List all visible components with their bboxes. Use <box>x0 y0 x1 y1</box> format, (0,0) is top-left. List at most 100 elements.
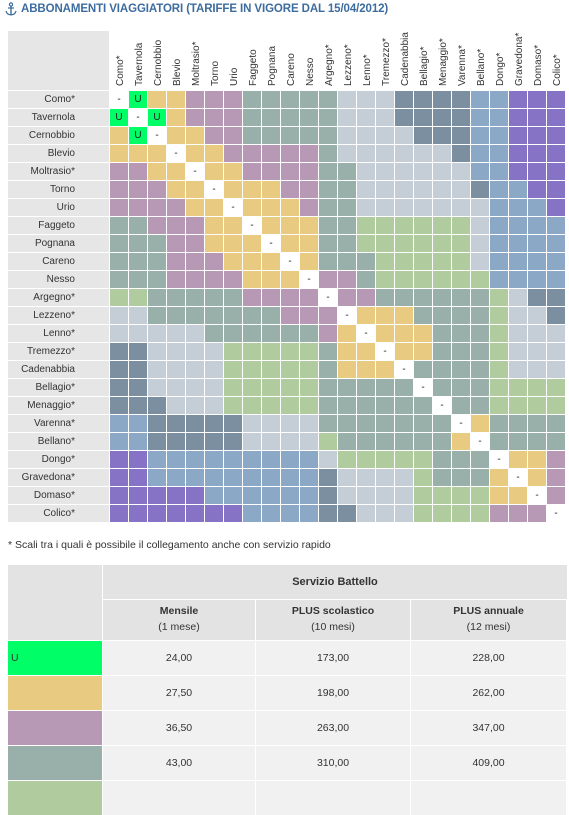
zone-cell <box>509 145 527 162</box>
zone-cell <box>509 235 527 252</box>
zone-cell <box>262 451 280 468</box>
zone-cell <box>547 91 565 108</box>
fare-price-cell <box>103 781 255 815</box>
column-header: Lezzeno* <box>338 31 356 90</box>
zone-cell <box>224 361 242 378</box>
zone-swatch <box>8 676 102 710</box>
zone-cell <box>395 217 413 234</box>
zone-cell <box>433 343 451 360</box>
zone-cell <box>395 163 413 180</box>
zone-cell <box>528 289 546 306</box>
zone-cell <box>319 145 337 162</box>
zone-cell <box>148 505 166 522</box>
zone-cell <box>376 127 394 144</box>
row-header: Tavernola <box>8 109 109 126</box>
zone-cell <box>509 181 527 198</box>
zone-cell <box>509 379 527 396</box>
zone-cell <box>300 433 318 450</box>
zone-cell <box>167 433 185 450</box>
zone-cell <box>205 451 223 468</box>
diagonal-cell: - <box>452 415 470 432</box>
zone-cell <box>357 397 375 414</box>
zone-cell <box>319 379 337 396</box>
zone-cell <box>129 343 147 360</box>
zone-cell <box>433 199 451 216</box>
diagonal-cell: - <box>490 451 508 468</box>
zone-cell <box>338 253 356 270</box>
zone-cell <box>205 235 223 252</box>
zone-cell <box>509 343 527 360</box>
zone-cell <box>528 145 546 162</box>
zone-cell <box>300 289 318 306</box>
zone-cell <box>490 271 508 288</box>
zone-cell <box>471 271 489 288</box>
diagonal-cell: - <box>281 253 299 270</box>
zone-cell <box>186 271 204 288</box>
zone-cell <box>528 307 546 324</box>
zone-cell <box>129 145 147 162</box>
zone-cell <box>224 505 242 522</box>
zone-cell <box>186 487 204 504</box>
zone-cell <box>167 127 185 144</box>
zone-cell <box>338 505 356 522</box>
diagonal-cell: - <box>110 91 128 108</box>
fare-price-cell: 310,00 <box>256 746 410 780</box>
zone-cell <box>262 199 280 216</box>
zone-cell <box>509 487 527 504</box>
zone-cell <box>452 397 470 414</box>
zone-cell <box>129 235 147 252</box>
zone-cell <box>243 433 261 450</box>
zone-cell <box>509 505 527 522</box>
zone-cell <box>547 145 565 162</box>
zone-cell <box>186 343 204 360</box>
zone-cell <box>148 145 166 162</box>
zone-cell <box>129 181 147 198</box>
zone-cell <box>528 505 546 522</box>
zone-cell <box>528 199 546 216</box>
zone-cell <box>395 109 413 126</box>
zone-cell <box>205 271 223 288</box>
zone-cell <box>300 199 318 216</box>
zone-cell <box>319 505 337 522</box>
zone-cell <box>167 163 185 180</box>
zone-cell <box>300 415 318 432</box>
zone-cell <box>243 415 261 432</box>
zone-cell <box>528 415 546 432</box>
fare-column-header: Mensile (1 mese) <box>103 600 255 640</box>
zone-cell <box>186 307 204 324</box>
zone-cell <box>224 415 242 432</box>
zone-cell <box>129 451 147 468</box>
zone-cell <box>490 343 508 360</box>
zone-cell <box>300 469 318 486</box>
zone-cell <box>414 181 432 198</box>
zone-cell <box>224 271 242 288</box>
zone-cell <box>186 199 204 216</box>
zone-cell: U <box>110 109 128 126</box>
column-header-label: Tremezzo* <box>380 38 392 86</box>
zone-cell <box>224 325 242 342</box>
row-header: Varenna* <box>8 415 109 432</box>
zone-cell <box>224 145 242 162</box>
row-header: Bellano* <box>8 433 109 450</box>
zone-cell <box>243 289 261 306</box>
column-header: Blevio <box>167 31 185 90</box>
fare-column-duration: (1 mese) <box>158 621 200 633</box>
zone-cell <box>167 451 185 468</box>
zone-cell <box>338 325 356 342</box>
zone-cell <box>129 505 147 522</box>
zone-cell <box>224 91 242 108</box>
zone-cell <box>547 325 565 342</box>
zone-cell <box>110 163 128 180</box>
zone-cell <box>148 235 166 252</box>
zone-cell <box>509 361 527 378</box>
zone-cell <box>414 325 432 342</box>
zone-cell <box>281 469 299 486</box>
zone-cell <box>452 163 470 180</box>
diagonal-cell: - <box>319 289 337 306</box>
zone-cell <box>433 487 451 504</box>
zone-cell <box>490 217 508 234</box>
zone-cell <box>414 253 432 270</box>
zone-cell <box>148 379 166 396</box>
zone-cell <box>319 163 337 180</box>
zone-cell <box>490 433 508 450</box>
